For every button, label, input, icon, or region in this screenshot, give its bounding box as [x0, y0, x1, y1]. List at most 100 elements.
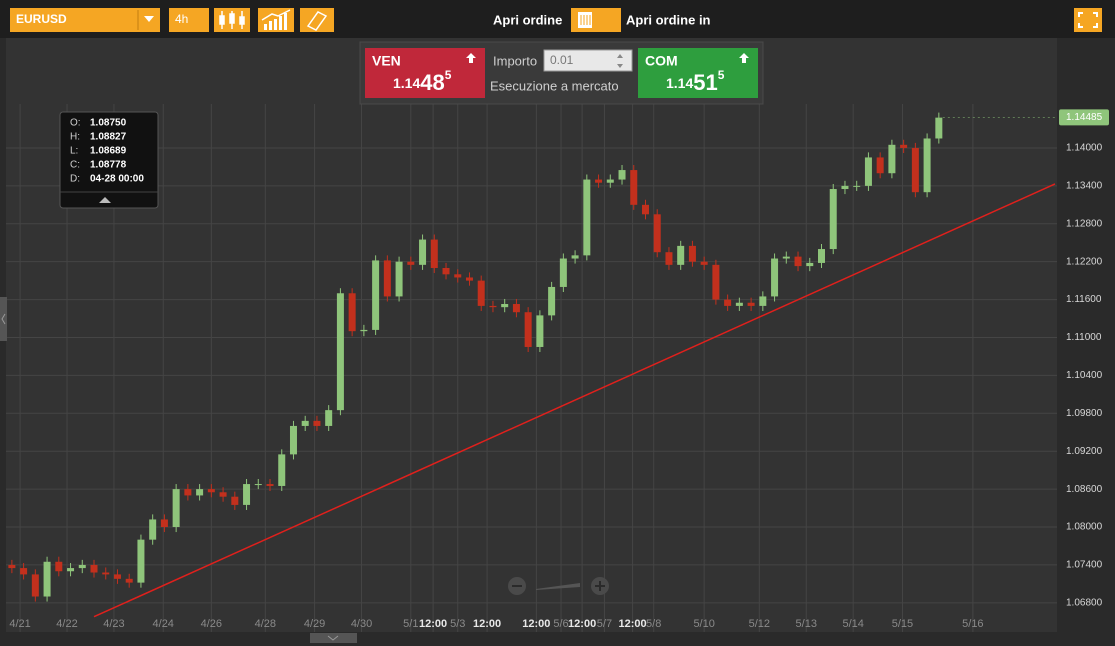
dropdown-arrow: [144, 16, 154, 22]
candle-body: [102, 572, 110, 575]
y-tick-label: 1.12200: [1066, 256, 1103, 267]
candle-body: [336, 293, 344, 411]
candle-body: [724, 299, 732, 306]
last-price-label: 1.14485: [1066, 112, 1103, 123]
candle-body: [888, 144, 896, 174]
tooltip-value: 04-28 00:00: [90, 174, 144, 185]
sell-price-big: 48: [420, 70, 444, 95]
candle-body: [395, 261, 403, 297]
amount-input[interactable]: [543, 49, 633, 72]
tooltip-value: 1.08750: [90, 118, 127, 129]
y-tick-label: 1.14000: [1066, 143, 1103, 154]
y-tick-label: 1.07400: [1066, 560, 1103, 571]
y-tick-label: 1.11000: [1066, 332, 1102, 343]
bottom-handle-arrow: [327, 635, 339, 641]
candle-body: [665, 252, 673, 265]
x-tick-label: 4/21: [9, 618, 30, 630]
grid-layer: [6, 104, 1057, 632]
candle-body: [125, 578, 133, 583]
symbol-select[interactable]: [10, 8, 160, 32]
candle-body: [419, 239, 427, 265]
zoom-in-icon: [595, 581, 605, 591]
x-tick-label: 5/1: [403, 618, 418, 630]
candles: [8, 112, 943, 602]
tooltip-value: 1.08689: [90, 146, 127, 157]
candle-body: [700, 261, 708, 265]
candle-body: [442, 267, 450, 275]
sell-price: 1.14485: [393, 68, 452, 95]
tooltip-value: 1.08827: [90, 132, 127, 143]
candle-body: [618, 170, 626, 180]
candle-body: [8, 564, 16, 569]
x-tick-label: 12:00: [473, 618, 501, 630]
candle-body: [55, 561, 63, 572]
candle-body: [196, 489, 204, 496]
x-tick-label: 4/24: [153, 618, 174, 630]
timeframe-button[interactable]: [169, 8, 209, 32]
candle-body: [536, 315, 544, 347]
candle-body: [817, 249, 825, 263]
candle-body: [853, 185, 861, 187]
candle-body: [254, 484, 262, 486]
candle-body: [348, 293, 356, 332]
sell-label: VEN: [372, 53, 401, 69]
candle-body: [231, 496, 239, 505]
candle-body: [841, 185, 849, 190]
x-tick-label: 5/16: [962, 618, 983, 630]
buy-price: 1.14515: [666, 68, 725, 95]
y-tick-label: 1.09200: [1066, 446, 1103, 457]
candle-body: [935, 117, 943, 139]
tooltip-box: [59, 111, 159, 209]
candle-body: [512, 304, 520, 313]
candle-body: [630, 170, 638, 205]
side-handle[interactable]: [0, 297, 7, 341]
candle-body: [911, 147, 919, 193]
bottom-handle[interactable]: [310, 633, 357, 643]
amount-spinner[interactable]: [617, 54, 623, 68]
x-tick-label: 5/10: [693, 618, 714, 630]
open-order-label: Apri ordine: [493, 12, 562, 27]
x-tick-label: 4/26: [201, 618, 222, 630]
candle-body: [864, 157, 872, 186]
candle-body: [477, 280, 485, 306]
candle-body: [184, 489, 192, 496]
candle-body: [372, 260, 380, 330]
candle-body: [172, 489, 180, 528]
x-tick-label: 5/3: [450, 618, 465, 630]
candle-body: [571, 255, 579, 259]
candle-body: [771, 258, 779, 297]
side-handle-arrow: [1, 313, 6, 325]
candle-body: [759, 296, 767, 306]
x-tick-label: 4/28: [255, 618, 276, 630]
buy-price-prefix: 1.14: [666, 75, 693, 91]
sell-price-prefix: 1.14: [393, 75, 420, 91]
tooltip-collapse[interactable]: [99, 197, 111, 203]
x-tick-label: 12:00: [522, 618, 550, 630]
zoom-slider[interactable]: [536, 583, 580, 590]
candle-body: [735, 302, 743, 306]
sell-button[interactable]: [365, 48, 485, 98]
candle-body: [137, 539, 145, 583]
tooltip-key: D:: [70, 174, 80, 185]
candle-body: [794, 256, 802, 267]
amount-value: 0.01: [550, 53, 574, 67]
y-tick-label: 1.13400: [1066, 181, 1103, 192]
trendline: [93, 183, 1056, 618]
y-tick-label: 1.09800: [1066, 408, 1103, 419]
candle-body: [325, 410, 333, 426]
x-tick-label: 5/7: [597, 618, 612, 630]
candle-body: [31, 574, 39, 597]
buy-button[interactable]: [638, 48, 758, 98]
candle-body: [595, 179, 603, 183]
fullscreen-button[interactable]: [1074, 8, 1102, 32]
sell-price-pip: 5: [445, 68, 452, 82]
x-tick-label: 5/15: [892, 618, 913, 630]
candle-body: [524, 312, 532, 347]
candle-body: [78, 564, 86, 569]
candle-body: [900, 144, 908, 148]
indicators-icon: [261, 9, 291, 30]
candle-body: [243, 484, 251, 505]
candle-body: [20, 568, 28, 575]
candle-body: [712, 264, 720, 300]
